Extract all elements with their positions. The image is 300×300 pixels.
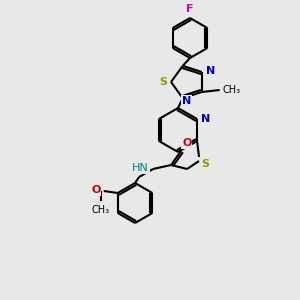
Text: F: F <box>186 4 194 14</box>
Text: N: N <box>206 66 215 76</box>
Text: N: N <box>182 96 191 106</box>
Text: O: O <box>92 185 101 195</box>
Text: CH₃: CH₃ <box>92 205 110 215</box>
Text: S: S <box>201 159 209 169</box>
Text: N: N <box>201 114 210 124</box>
Text: S: S <box>159 77 167 87</box>
Text: CH₃: CH₃ <box>223 85 241 95</box>
Text: HN: HN <box>132 163 149 173</box>
Text: O: O <box>182 138 191 148</box>
